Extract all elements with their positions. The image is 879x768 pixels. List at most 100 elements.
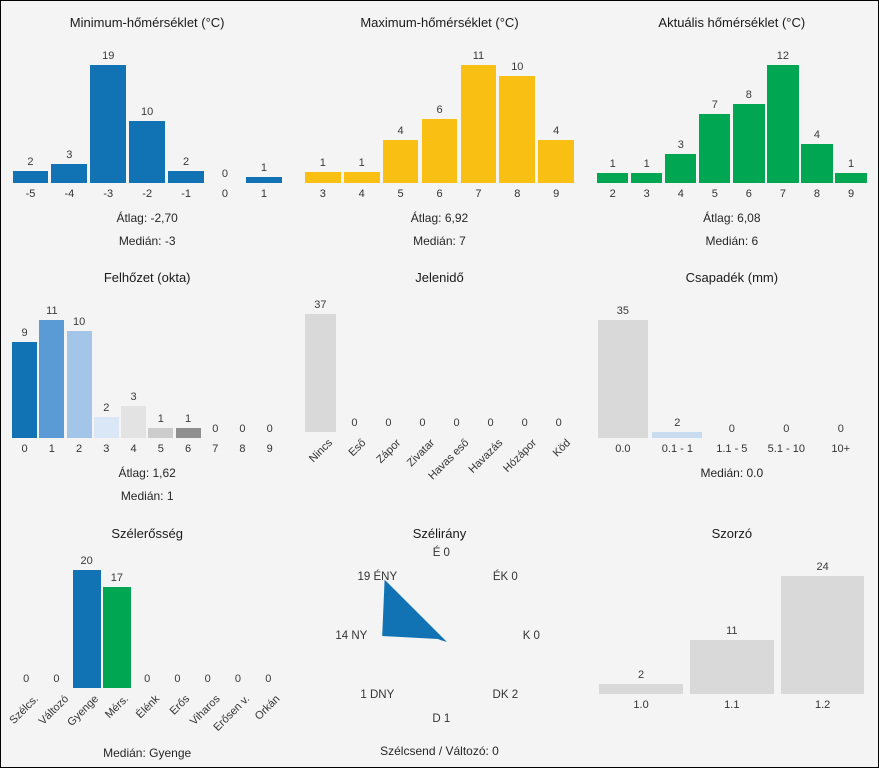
category-label: 1.2 xyxy=(814,698,831,711)
chart-card-wind-strength: Szélerősség 0 Szélcs. 0 Változó 20 Gyenge 17 Mé… xyxy=(1,512,293,767)
bar-value-label: 0 xyxy=(351,417,358,430)
bar-column: 0 Erős xyxy=(162,673,192,738)
bar-column: 35 0.0 xyxy=(596,305,650,458)
bar-column: 0 Viharos xyxy=(187,673,223,738)
bar xyxy=(168,170,204,183)
chart-stats: Medián: 0.0 xyxy=(594,458,870,485)
category-label-text: Zivatar xyxy=(404,437,437,470)
category-label: 9 xyxy=(847,188,855,200)
chart-card-cloud-cover: Felhőzet (okta) 9 0 11 1 10 2 2 3 3 4 1 5 1 6 0 7 0 8 0 9 Á… xyxy=(1,256,293,511)
chart-card-precipitation: Csapadék (mm) 35 0.0 2 0.1 - 1 0 1.1 - 5 0 5.1 … xyxy=(586,256,878,511)
category-label: 9 xyxy=(553,188,560,200)
bar-value-label: 35 xyxy=(616,305,630,318)
bar-column: 0 10+ xyxy=(814,423,868,458)
category-label: Hózápor xyxy=(501,432,542,482)
bar-column: 0 Szélcs. xyxy=(7,672,41,738)
stat-line: Átlag: -2,70 xyxy=(116,211,178,225)
category-label-text: Orkán xyxy=(253,692,283,723)
stat-line: Medián: -3 xyxy=(118,234,176,248)
bar-column: 3 -4 xyxy=(50,149,89,203)
category-label: 5 xyxy=(157,443,164,456)
bar-value-label: 3 xyxy=(130,391,137,404)
bar xyxy=(499,75,536,183)
bar xyxy=(72,569,101,688)
bar-column: 12 7 xyxy=(766,50,800,203)
bar-value-label: 0 xyxy=(453,417,460,430)
bar xyxy=(780,575,865,694)
chart-card-present-weather: Jelenidő 37 Nincs 0 Eső 0 Zápor 0 Zivatar 0 Havas… xyxy=(293,256,585,511)
bar xyxy=(690,639,774,694)
bar-value-label: 4 xyxy=(553,125,560,138)
bar xyxy=(421,118,458,183)
bar-column: 10 2 xyxy=(65,316,92,458)
bar-column: 0 1.1 - 5 xyxy=(705,423,759,458)
bar xyxy=(599,683,683,694)
bar-value-label: 1 xyxy=(643,158,650,171)
bar-column: 2 -5 xyxy=(11,156,50,203)
bar-column: 0 Havas eső xyxy=(426,417,474,482)
bar xyxy=(733,104,765,183)
category-label-text: Erős xyxy=(167,692,192,718)
bar-column: 20 Gyenge xyxy=(65,555,102,738)
bar-column: 0 Zivatar xyxy=(405,417,439,482)
chart-title: Szorzó xyxy=(711,525,753,541)
category-label: -3 xyxy=(103,188,114,200)
wind-direction-label: É 0 xyxy=(432,546,450,559)
category-label: Erős xyxy=(162,688,192,738)
category-label-text: Zápor xyxy=(374,437,403,467)
bar xyxy=(631,173,663,183)
bar-column: 0 Erősen v. xyxy=(212,673,253,738)
bar-value-label: 2 xyxy=(103,401,110,414)
category-label: -5 xyxy=(25,188,36,200)
bar-column: 0 Hózápor xyxy=(501,417,542,482)
bar-column: 0 Élénk xyxy=(132,673,162,738)
bar-value-label: 12 xyxy=(776,50,790,62)
category-label: Mérs. xyxy=(102,688,132,738)
bar-column: 10 -2 xyxy=(128,106,167,203)
bar xyxy=(652,431,703,439)
bar-value-label: 19 xyxy=(102,50,115,62)
chart-stats: Átlag: 6,92 Medián: 7 xyxy=(301,203,577,253)
bar-value-label: 0 xyxy=(239,423,246,436)
category-label-text: Köd xyxy=(550,437,574,460)
category-label: 1.1 - 5 xyxy=(716,443,748,456)
chart-stats: Átlag: 6,08 Medián: 6 xyxy=(594,203,870,253)
category-label: 2 xyxy=(609,188,616,200)
bar xyxy=(90,65,127,183)
bar-value-label: 37 xyxy=(314,299,327,312)
bar xyxy=(597,173,629,183)
category-label: 7 xyxy=(779,188,786,200)
bar-value-label: 2 xyxy=(27,155,34,168)
chart-stats xyxy=(301,482,577,486)
bar-value-label: 0 xyxy=(419,417,426,430)
category-label: Gyenge xyxy=(65,688,102,738)
wind-direction-label: K 0 xyxy=(522,629,540,642)
bar-value-label: 10 xyxy=(141,105,154,118)
category-label-text: Nincs xyxy=(306,437,335,466)
bar xyxy=(51,164,88,183)
bar-column: 0 Zápor xyxy=(371,417,405,482)
category-label: -1 xyxy=(181,188,191,200)
bar-value-label: 0 xyxy=(23,672,30,685)
category-label: 0 xyxy=(21,443,28,456)
bar xyxy=(148,427,174,439)
category-label: Orkán xyxy=(253,688,283,738)
bar-value-label: 24 xyxy=(816,560,829,573)
category-label: 4 xyxy=(130,443,137,456)
category-label: 8 xyxy=(813,188,821,200)
bar-value-label: 2 xyxy=(183,155,190,168)
bar-value-label: 1 xyxy=(358,157,365,170)
chart-card-maximum-temperature: Maximum-hőmérséklet (°C) 1 3 1 4 4 5 6 6 11 7 10 8 4… xyxy=(293,1,585,256)
category-label: 8 xyxy=(514,188,521,200)
chart-card-current-temperature: Aktuális hőmérséklet (°C) 1 2 1 3 3 4 7 5 8 6 12 7 4… xyxy=(586,1,878,256)
bar xyxy=(12,341,38,439)
